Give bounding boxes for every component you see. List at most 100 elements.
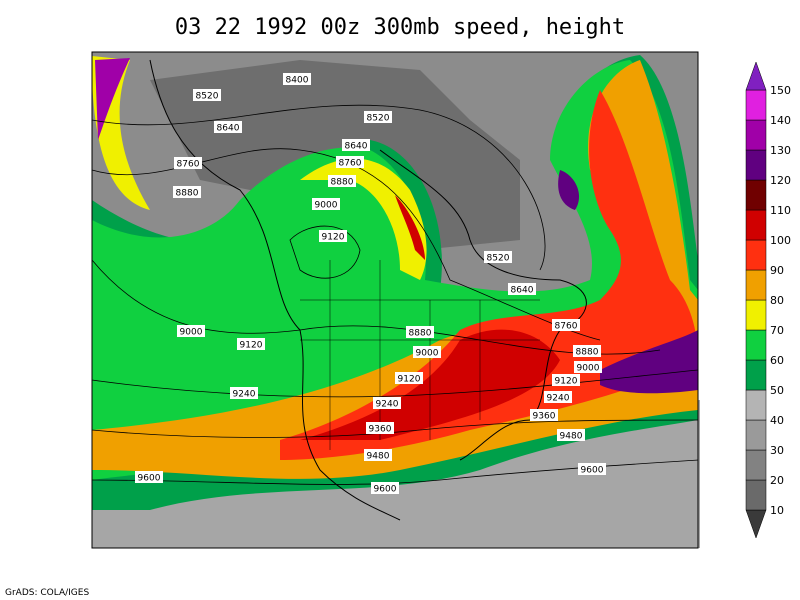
contour-label: 9000 [577, 364, 600, 374]
colorbar-label: 30 [770, 444, 784, 457]
colorbar-label: 90 [770, 264, 784, 277]
speed-140 [95, 58, 130, 140]
colorbar-band [745, 149, 767, 181]
contour-label: 8520 [367, 114, 390, 124]
label-box [193, 89, 221, 101]
label-box [336, 156, 364, 168]
contour-label: 8880 [409, 329, 432, 339]
contour-label: 9360 [533, 412, 556, 422]
label-box [174, 157, 202, 169]
colorbar-band [745, 299, 767, 331]
label-box [373, 397, 401, 409]
title: 03 22 1992 00z 300mb speed, height [175, 15, 625, 40]
contour-label: 8880 [176, 189, 199, 199]
label-box [552, 319, 580, 331]
label-box [574, 361, 602, 373]
colorbar-band [745, 359, 767, 391]
colorbar-band [745, 119, 767, 151]
colorbar-label: 10 [770, 504, 784, 517]
colorbar-band [745, 179, 767, 211]
colorbar-band [745, 449, 767, 481]
colorbar-band [745, 209, 767, 241]
speed-130 [558, 170, 580, 210]
speed-100 [395, 195, 425, 260]
contour-label: 8640 [511, 286, 534, 296]
map [91, 51, 700, 549]
contour-label: 9480 [560, 432, 583, 442]
height-contour [91, 369, 699, 398]
borders [300, 260, 540, 450]
colorbar-band [745, 89, 767, 121]
label-box [508, 283, 536, 295]
contour-label: 8760 [177, 160, 200, 170]
footer: GrADS: COLA/IGES [5, 588, 89, 598]
colorbar-label: 150 [770, 84, 791, 97]
label-box [328, 175, 356, 187]
label-box [544, 391, 572, 403]
colorbar-end [745, 509, 767, 539]
colorbar-label: 60 [770, 354, 784, 367]
contour-label: 8880 [331, 178, 354, 188]
contour-label: 9000 [315, 201, 338, 211]
contour-label: 9600 [374, 485, 397, 495]
label-box [406, 326, 434, 338]
contour-labels: 8400 8520 8640 8760 8880 8520 8640 8760 8880 9000… [135, 73, 606, 495]
contour-label: 8520 [487, 254, 510, 264]
contour-label: 9600 [138, 474, 161, 484]
height-contour [91, 419, 699, 438]
colorbar-band [745, 329, 767, 361]
colorbar-label: 70 [770, 324, 784, 337]
contour-label: 9120 [240, 341, 263, 351]
colorbar-band [745, 389, 767, 421]
label-box [319, 230, 347, 242]
colorbar-label: 80 [770, 294, 784, 307]
contour-label: 8520 [196, 92, 219, 102]
contour-label: 9240 [547, 394, 570, 404]
height-contour [91, 104, 546, 271]
colorbar: 10 20 30 40 50 60 70 80 90 100 110 120 130 140 150 [745, 61, 791, 539]
colorbar-label: 140 [770, 114, 791, 127]
label-box [552, 374, 580, 386]
label-box [283, 73, 311, 85]
coastline [379, 149, 587, 461]
label-box [413, 346, 441, 358]
label-box [395, 372, 423, 384]
label-box [484, 251, 512, 263]
contour-label: 9240 [233, 390, 256, 400]
height-contour [91, 459, 699, 485]
contour-label: 9000 [416, 349, 439, 359]
contour-label: 9120 [322, 233, 345, 243]
coastline [149, 59, 401, 521]
label-box [135, 471, 163, 483]
label-box [312, 198, 340, 210]
label-box [177, 325, 205, 337]
contour-label: 8760 [339, 159, 362, 169]
label-box [557, 429, 585, 441]
colorbar-band [745, 419, 767, 451]
label-box [214, 121, 242, 133]
colorbar-label: 20 [770, 474, 784, 487]
contour-label: 9120 [398, 375, 421, 385]
colorbar-label: 130 [770, 144, 791, 157]
colorbar-label: 100 [770, 234, 791, 247]
height-contour [289, 225, 361, 279]
speed-70 [300, 158, 427, 280]
contour-label: 8760 [555, 322, 578, 332]
label-box [364, 449, 392, 461]
contour-label: 8400 [286, 76, 309, 86]
contour-label: 9480 [367, 452, 390, 462]
colorbar-label: 120 [770, 174, 791, 187]
label-box [237, 338, 265, 350]
label-box [530, 409, 558, 421]
label-box [173, 186, 201, 198]
colorbar-end [745, 61, 767, 91]
contour-label: 9600 [581, 466, 604, 476]
contour-label: 9360 [369, 425, 392, 435]
label-box [371, 482, 399, 494]
colorbar-label: 110 [770, 204, 791, 217]
height-contour [91, 259, 661, 355]
colorbar-band [745, 479, 767, 511]
label-box [364, 111, 392, 123]
